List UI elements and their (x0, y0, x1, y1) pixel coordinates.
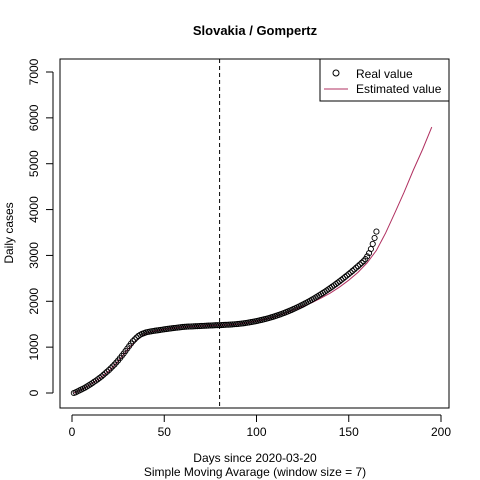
data-point-real-value (338, 276, 345, 283)
y-tick-label: 1000 (27, 333, 41, 360)
y-tick-label: 7000 (27, 58, 41, 85)
data-point-real-value (354, 263, 362, 270)
plot-frame (59, 58, 450, 409)
data-point-real-value (347, 269, 354, 276)
y-tick-label: 2000 (27, 288, 41, 315)
data-point-real-value (342, 273, 349, 281)
x-tick-label: 0 (69, 425, 76, 439)
data-point-real-value (343, 272, 350, 279)
data-point-real-value (131, 336, 138, 343)
x-tick-label: 100 (246, 425, 266, 439)
x-tick-label: 200 (431, 425, 451, 439)
x-tick-label: 150 (339, 425, 359, 439)
y-tick-label: 6000 (27, 104, 41, 131)
data-point-real-value (353, 264, 360, 271)
plot-area (70, 59, 433, 408)
data-point-real-value (360, 258, 367, 265)
y-tick-label: 5000 (27, 150, 41, 177)
data-point-real-value (369, 240, 376, 248)
data-point-real-value (102, 370, 109, 377)
data-point-real-value (373, 228, 380, 235)
x-tick-label: 50 (158, 425, 172, 439)
data-point-real-value (345, 270, 352, 278)
y-tick-label: 3000 (27, 242, 41, 269)
data-point-real-value (367, 245, 374, 253)
data-point-real-value (356, 261, 363, 268)
data-point-real-value (129, 338, 136, 345)
y-axis-label: Daily cases (2, 202, 16, 263)
data-point-real-value (358, 259, 365, 266)
data-point-real-value (105, 367, 112, 374)
legend-label-real-value: Real value (356, 67, 413, 81)
y-axis: 0 1000 2000 3000 4000 5000 6000 7000 (27, 58, 54, 396)
x-axis: 0 50 100 150 200 (69, 414, 451, 439)
x-axis-label: Days since 2020-03-20 (193, 451, 317, 465)
legend-marker-real-value (332, 69, 340, 77)
data-point-real-value (100, 371, 107, 378)
y-tick-label: 4000 (27, 196, 41, 223)
data-point-real-value (364, 253, 371, 260)
legend: Real value Estimated value (319, 58, 450, 102)
data-point-real-value (107, 365, 114, 372)
legend-box (319, 58, 450, 102)
data-point-real-value (109, 363, 116, 370)
y-tick-label: 0 (27, 389, 41, 396)
chart-title: Slovakia / Gompertz (193, 23, 318, 38)
data-point-real-value (113, 359, 120, 366)
legend-label-estimated-value: Estimated value (356, 82, 442, 96)
data-point-real-value (349, 267, 356, 274)
data-point-real-value (340, 275, 347, 282)
data-point-real-value (371, 234, 378, 242)
data-point-real-value (104, 368, 111, 375)
data-point-real-value (96, 374, 103, 381)
data-point-real-value (351, 266, 358, 273)
chart-subtitle: Simple Moving Avarage (window size = 7) (144, 465, 366, 479)
data-point-real-value (98, 373, 105, 380)
